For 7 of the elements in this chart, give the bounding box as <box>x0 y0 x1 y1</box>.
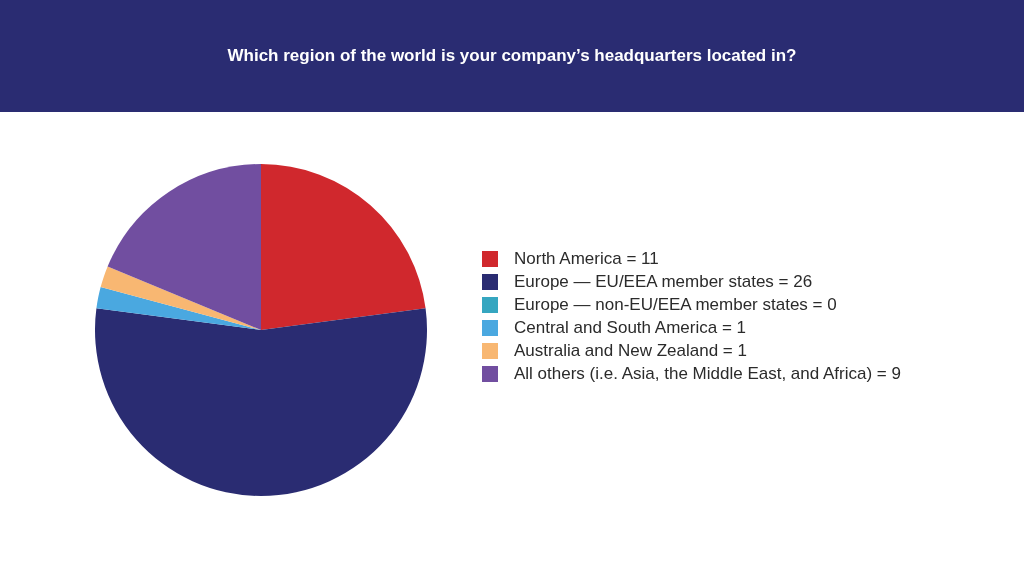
legend-label: All others (i.e. Asia, the Middle East, and Africa) = 9 <box>514 363 901 384</box>
chart-title: Which region of the world is your company’s headquarters located in? <box>227 46 797 66</box>
legend-label: North America = 11 <box>514 248 659 269</box>
legend-label: Australia and New Zealand = 1 <box>514 340 747 361</box>
legend-label: Europe — non-EU/EEA member states = 0 <box>514 294 837 315</box>
legend-label: Europe — EU/EEA member states = 26 <box>514 271 813 292</box>
legend-label: Central and South America = 1 <box>514 317 746 338</box>
